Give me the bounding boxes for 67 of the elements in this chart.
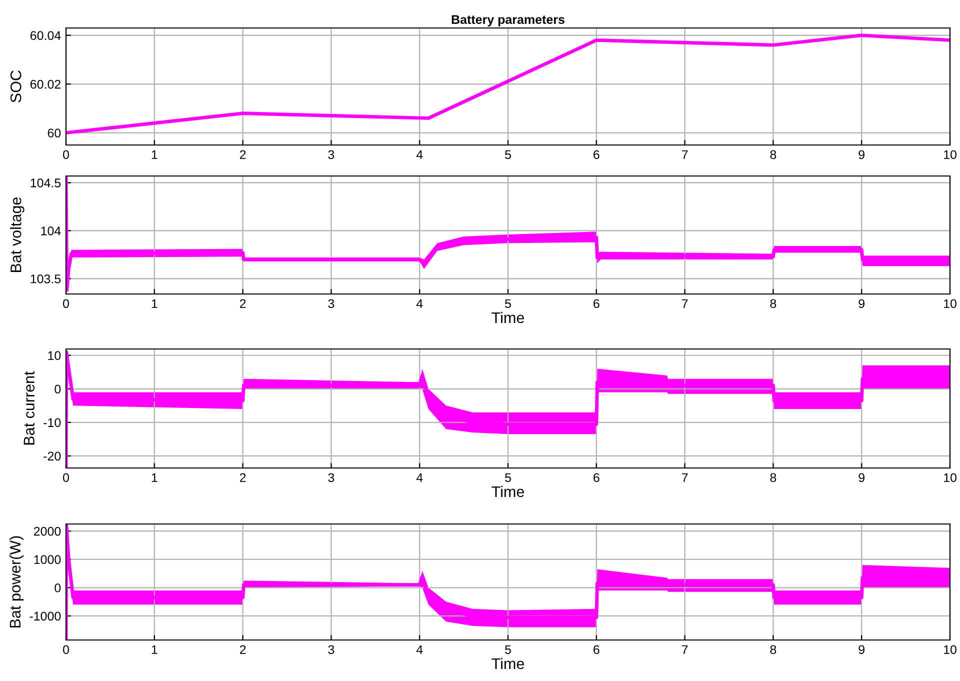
x-tick-label: 1 [152, 150, 158, 159]
y-tick-label: 104 [41, 226, 61, 236]
x-tick-label: 1 [152, 473, 158, 482]
x-tick-label: 5 [505, 150, 511, 160]
y-tick-label: 104.5 [30, 178, 61, 188]
x-tick-label: 7 [682, 473, 688, 482]
y-tick-label: -20 [44, 452, 61, 461]
x-tick-label: 10 [944, 299, 956, 308]
x-tick-label: 9 [858, 150, 864, 160]
x-tick-label: 8 [770, 299, 776, 308]
y-tick-label: 0 [54, 384, 61, 394]
x-tick-label: 4 [416, 299, 423, 308]
x-tick-label: 2 [240, 473, 246, 482]
x-tick-label: 4 [416, 645, 423, 654]
y-tick-label: -1000 [30, 612, 61, 621]
x-tick-label: 3 [328, 299, 334, 308]
x-tick-label: 6 [594, 473, 600, 482]
x-tick-label: 9 [858, 473, 864, 482]
x-tick-label: 7 [682, 299, 688, 308]
x-tick-label: 1 [152, 299, 158, 308]
x-tick-label: 2 [240, 299, 246, 308]
x-tick-label: 1 [152, 645, 158, 654]
x-tick-label: 0 [63, 299, 69, 308]
y-tick-label: 10 [48, 351, 61, 360]
x-tick-label: 8 [770, 150, 776, 160]
x-tick-label: 3 [328, 150, 334, 160]
y-axis-title: Bat voltage [10, 197, 24, 272]
x-tick-label: 7 [682, 645, 688, 654]
x-tick-label: 9 [858, 299, 864, 308]
x-tick-label: 8 [770, 645, 776, 654]
x-axis-title: Time [492, 486, 524, 498]
x-tick-label: 5 [505, 299, 511, 308]
x-tick-label: 9 [858, 645, 864, 654]
x-tick-label: 3 [328, 473, 334, 482]
x-tick-label: 4 [416, 473, 423, 482]
y-axis-title: Bat power(W) [9, 536, 24, 628]
x-tick-label: 6 [594, 299, 600, 308]
x-tick-label: 7 [682, 150, 688, 159]
y-tick-label: -10 [44, 418, 61, 428]
x-tick-label: 10 [944, 645, 956, 654]
x-tick-label: 2 [240, 645, 246, 654]
x-tick-label: 3 [328, 645, 334, 654]
x-tick-label: 6 [594, 150, 600, 160]
line-series [66, 34, 950, 135]
x-tick-label: 0 [63, 645, 69, 654]
x-tick-label: 8 [770, 473, 776, 482]
x-tick-label: 5 [505, 645, 511, 654]
x-tick-label: 0 [63, 150, 69, 160]
y-tick-label: 103.5 [30, 274, 61, 284]
x-axis-title: Time [492, 658, 524, 670]
y-axis-title: Bat current [24, 371, 34, 445]
y-tick-label: 2000 [34, 526, 61, 536]
chart-title: Battery parameters [452, 15, 564, 26]
x-axis-title: Time [492, 312, 524, 324]
x-tick-label: 6 [594, 645, 600, 654]
x-tick-label: 10 [944, 473, 956, 482]
y-tick-label: 0 [54, 583, 61, 592]
y-tick-label: 60.04 [30, 31, 61, 40]
x-tick-label: 4 [416, 150, 423, 159]
y-tick-label: 60.02 [30, 80, 61, 89]
x-tick-label: 0 [63, 473, 69, 482]
y-tick-label: 60 [48, 128, 61, 138]
x-tick-label: 10 [944, 150, 956, 160]
y-tick-label: 1000 [34, 555, 61, 564]
x-tick-label: 5 [505, 473, 511, 482]
x-tick-label: 2 [240, 150, 246, 159]
y-axis-title: SOC [10, 70, 22, 102]
